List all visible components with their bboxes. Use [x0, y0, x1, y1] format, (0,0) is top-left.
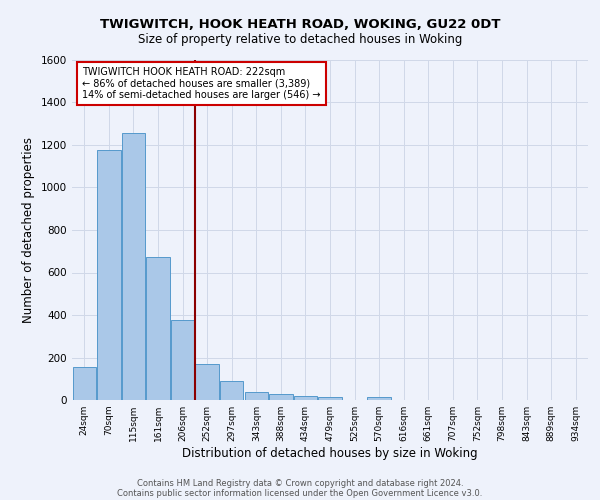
Bar: [220, 381, 244, 400]
Text: TWIGWITCH, HOOK HEATH ROAD, WOKING, GU22 0DT: TWIGWITCH, HOOK HEATH ROAD, WOKING, GU22…: [100, 18, 500, 30]
Bar: [245, 392, 268, 400]
Bar: [294, 396, 317, 400]
Bar: [319, 397, 341, 400]
Bar: [73, 367, 96, 400]
Text: Contains HM Land Registry data © Crown copyright and database right 2024.: Contains HM Land Registry data © Crown c…: [137, 478, 463, 488]
Text: Size of property relative to detached houses in Woking: Size of property relative to detached ho…: [138, 32, 462, 46]
Bar: [146, 256, 170, 400]
X-axis label: Distribution of detached houses by size in Woking: Distribution of detached houses by size …: [182, 447, 478, 460]
Bar: [196, 364, 219, 400]
Bar: [97, 150, 121, 400]
Bar: [269, 394, 293, 400]
Y-axis label: Number of detached properties: Number of detached properties: [22, 137, 35, 323]
Bar: [367, 397, 391, 400]
Bar: [171, 320, 194, 400]
Text: TWIGWITCH HOOK HEATH ROAD: 222sqm
← 86% of detached houses are smaller (3,389)
1: TWIGWITCH HOOK HEATH ROAD: 222sqm ← 86% …: [82, 67, 321, 100]
Text: Contains public sector information licensed under the Open Government Licence v3: Contains public sector information licen…: [118, 488, 482, 498]
Bar: [122, 134, 145, 400]
